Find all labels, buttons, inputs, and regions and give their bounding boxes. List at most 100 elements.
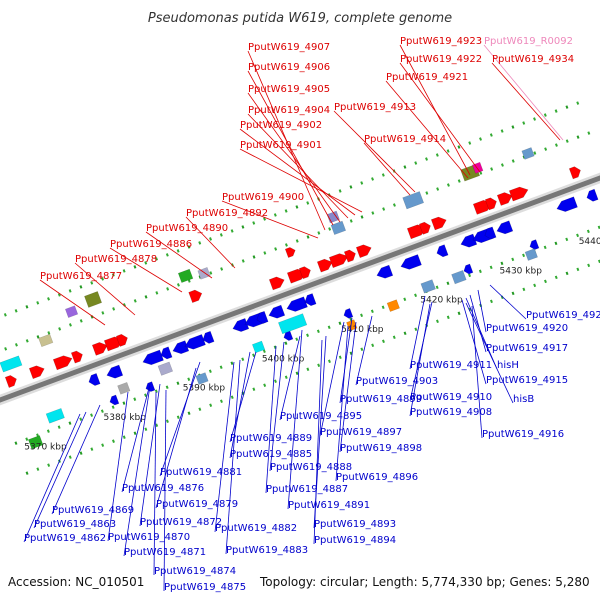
guide-dot — [500, 261, 504, 266]
guide-dot — [79, 417, 83, 421]
guide-dot — [176, 283, 180, 287]
reverse-gene — [109, 394, 120, 406]
forward-gene-label: PputW619_4907 — [248, 42, 330, 53]
guide-dot — [90, 281, 94, 285]
label-leader — [287, 329, 303, 510]
guide-dot — [262, 349, 266, 353]
guide-dot — [133, 265, 137, 269]
guide-dot — [306, 367, 310, 372]
forward-gene — [52, 355, 73, 371]
guide-dot — [587, 131, 591, 135]
reverse-gene-label: PputW619_4888 — [270, 462, 352, 473]
forward-gene-label: PputW619_4921 — [386, 72, 468, 83]
label-leader — [214, 361, 235, 533]
label-leader — [107, 391, 129, 542]
guide-dot — [436, 187, 440, 191]
label-leader — [355, 315, 373, 386]
guide-dot — [565, 105, 569, 109]
reverse-gene-label: PputW619_4910 — [410, 392, 492, 403]
forward-gene — [91, 342, 108, 356]
forward-gene-label: PputW619_4902 — [240, 120, 322, 131]
reverse-gene-label: PputW619_4887 — [266, 484, 348, 495]
guide-dot — [252, 353, 256, 357]
guide-dot — [576, 233, 580, 238]
kbp-tick-label: 5430 kbp — [500, 266, 543, 276]
guide-dot — [284, 341, 288, 345]
forward-gene — [343, 249, 356, 263]
guide-dot — [500, 295, 504, 300]
label-leader — [461, 299, 487, 385]
forward-gene — [70, 350, 83, 364]
kbp-tick-label: 5390 kbp — [183, 384, 226, 394]
reverse-gene-label: PputW619_4916 — [482, 429, 564, 440]
guide-dot — [543, 245, 547, 250]
reverse-gene-label: PputW619_4908 — [410, 407, 492, 418]
guide-dot — [122, 435, 126, 439]
guide-dot — [14, 343, 18, 347]
reverse-gene-label: PputW619_4869 — [52, 505, 134, 516]
guide-dot — [554, 275, 558, 280]
guide-dot — [176, 415, 180, 419]
guide-dot — [165, 253, 169, 257]
guide-dot — [252, 387, 256, 391]
genome-backbone — [0, 172, 600, 406]
guide-dot — [490, 167, 494, 171]
guide-dot — [511, 125, 515, 129]
guide-dot — [544, 279, 547, 284]
forward-gene-label: PputW619_4901 — [240, 140, 322, 151]
guide-dot — [208, 369, 212, 373]
reverse-gene — [202, 330, 215, 344]
guide-dot — [295, 239, 299, 243]
label-leader — [139, 383, 161, 527]
genome-summary-text: Topology: circular; Length: 5,774,330 bp… — [259, 575, 590, 589]
forward-gene-label: PputW619_4913 — [334, 102, 416, 113]
guide-dot — [220, 267, 224, 271]
guide-dot — [381, 173, 385, 177]
guide-dot — [371, 343, 375, 348]
guide-dot — [144, 261, 148, 265]
reverse-gene — [529, 239, 540, 250]
guide-dot — [101, 311, 105, 315]
guide-dot — [122, 401, 126, 405]
label-leader — [229, 351, 251, 459]
rna-gene-label: PputW619_R0092 — [484, 36, 573, 47]
reverse-gene-label: PputW619_4872 — [140, 517, 222, 528]
label-leader — [483, 44, 564, 141]
guide-dot — [241, 259, 245, 263]
label-leader — [247, 92, 341, 223]
reverse-gene — [268, 304, 286, 319]
track-guides — [3, 101, 600, 475]
forward-gene-label: PputW619_4878 — [75, 254, 157, 265]
feature-box — [402, 191, 425, 210]
guide-dot — [47, 463, 51, 467]
guide-dot — [68, 289, 72, 293]
guide-dot — [478, 269, 482, 274]
guide-dot — [79, 319, 83, 323]
guide-dot — [457, 311, 461, 316]
guide-dot — [338, 321, 342, 326]
feature-box — [524, 248, 538, 261]
label-leader — [477, 289, 487, 333]
guide-dot — [133, 397, 137, 401]
guide-dot — [112, 307, 116, 311]
reverse-gene-label: PputW619_4881 — [160, 467, 242, 478]
guide-dot — [382, 339, 385, 344]
guide-dot — [79, 451, 83, 455]
guide-dot — [209, 271, 213, 275]
forward-gene — [355, 244, 372, 259]
reverse-gene-label: PputW619_4871 — [124, 547, 206, 558]
reverse-gene-label: PputW619_4893 — [314, 519, 396, 530]
guide-dot — [554, 241, 558, 246]
guide-dot — [306, 333, 310, 338]
forward-gene — [430, 216, 447, 231]
reverse-gene — [106, 364, 124, 379]
guide-dot — [111, 405, 115, 409]
guide-dot — [165, 385, 169, 389]
kbp-tick-label: 5410 kbp — [341, 325, 384, 335]
guide-dot — [230, 361, 234, 365]
map-title: Pseudomonas putida W619, complete genome — [148, 11, 452, 26]
guide-dot — [317, 363, 321, 368]
guide-dot — [392, 335, 396, 340]
guide-dot — [403, 331, 407, 336]
label-leader — [163, 389, 167, 592]
